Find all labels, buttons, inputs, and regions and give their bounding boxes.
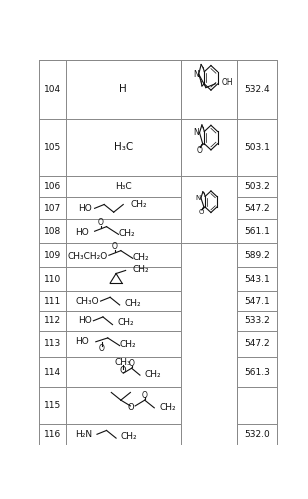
- Text: 589.2: 589.2: [244, 251, 270, 260]
- Text: 547.2: 547.2: [244, 339, 270, 348]
- Text: H₃C: H₃C: [114, 142, 133, 152]
- Text: HO: HO: [78, 316, 92, 325]
- Text: HO: HO: [75, 337, 89, 346]
- Text: H: H: [120, 84, 127, 94]
- Text: O: O: [120, 366, 127, 375]
- Text: 533.2: 533.2: [244, 316, 270, 325]
- Text: 561.3: 561.3: [244, 368, 270, 377]
- Text: O: O: [99, 344, 105, 353]
- Text: 107: 107: [44, 204, 61, 213]
- Text: 110: 110: [44, 275, 61, 284]
- Text: N: N: [193, 70, 199, 79]
- Text: 112: 112: [44, 316, 61, 325]
- Text: 547.2: 547.2: [244, 204, 270, 213]
- Text: 105: 105: [44, 143, 61, 152]
- Text: 543.1: 543.1: [244, 275, 270, 284]
- Text: CH₂: CH₂: [159, 403, 176, 412]
- Text: CH₃CH₂O: CH₃CH₂O: [67, 252, 107, 261]
- Text: CH₂: CH₂: [145, 370, 161, 379]
- Text: 116: 116: [44, 430, 61, 439]
- Text: CH₂: CH₂: [119, 229, 135, 238]
- Text: CH₂: CH₂: [117, 318, 134, 327]
- Text: 532.4: 532.4: [244, 85, 270, 94]
- Text: 113: 113: [44, 339, 61, 348]
- Text: 111: 111: [44, 296, 61, 305]
- Text: CH₂: CH₂: [120, 340, 136, 349]
- Bar: [180, 244, 237, 444]
- Text: CH₂: CH₂: [133, 252, 149, 261]
- Text: CH₃: CH₃: [115, 358, 132, 367]
- Text: 104: 104: [44, 85, 61, 94]
- Text: O: O: [112, 243, 118, 251]
- Text: O: O: [142, 391, 148, 400]
- Text: O: O: [127, 403, 134, 412]
- Text: O: O: [198, 210, 204, 216]
- Text: 532.0: 532.0: [244, 430, 270, 439]
- Text: N: N: [193, 128, 199, 137]
- Text: O: O: [196, 146, 202, 155]
- Text: 108: 108: [44, 227, 61, 236]
- Text: CH₂: CH₂: [124, 298, 141, 307]
- Text: 106: 106: [44, 182, 61, 191]
- Text: CH₃O: CH₃O: [75, 296, 99, 305]
- Text: 503.1: 503.1: [244, 143, 270, 152]
- Text: 561.1: 561.1: [244, 227, 270, 236]
- Text: N: N: [196, 195, 201, 201]
- Text: HO: HO: [75, 228, 89, 238]
- Text: CH₂: CH₂: [121, 432, 137, 441]
- Text: CH₂: CH₂: [133, 265, 149, 274]
- Text: 503.2: 503.2: [244, 182, 270, 191]
- Text: H₂N: H₂N: [75, 430, 93, 439]
- Text: O: O: [129, 359, 135, 368]
- Text: O: O: [98, 218, 103, 228]
- Text: CH₂: CH₂: [130, 200, 147, 209]
- Text: 114: 114: [44, 368, 61, 377]
- Bar: [180, 176, 237, 243]
- Text: H₃C: H₃C: [115, 182, 132, 191]
- Text: HO: HO: [78, 204, 92, 213]
- Text: 547.1: 547.1: [244, 296, 270, 305]
- Text: 109: 109: [44, 251, 61, 260]
- Text: 115: 115: [44, 401, 61, 410]
- Text: OH: OH: [221, 78, 233, 87]
